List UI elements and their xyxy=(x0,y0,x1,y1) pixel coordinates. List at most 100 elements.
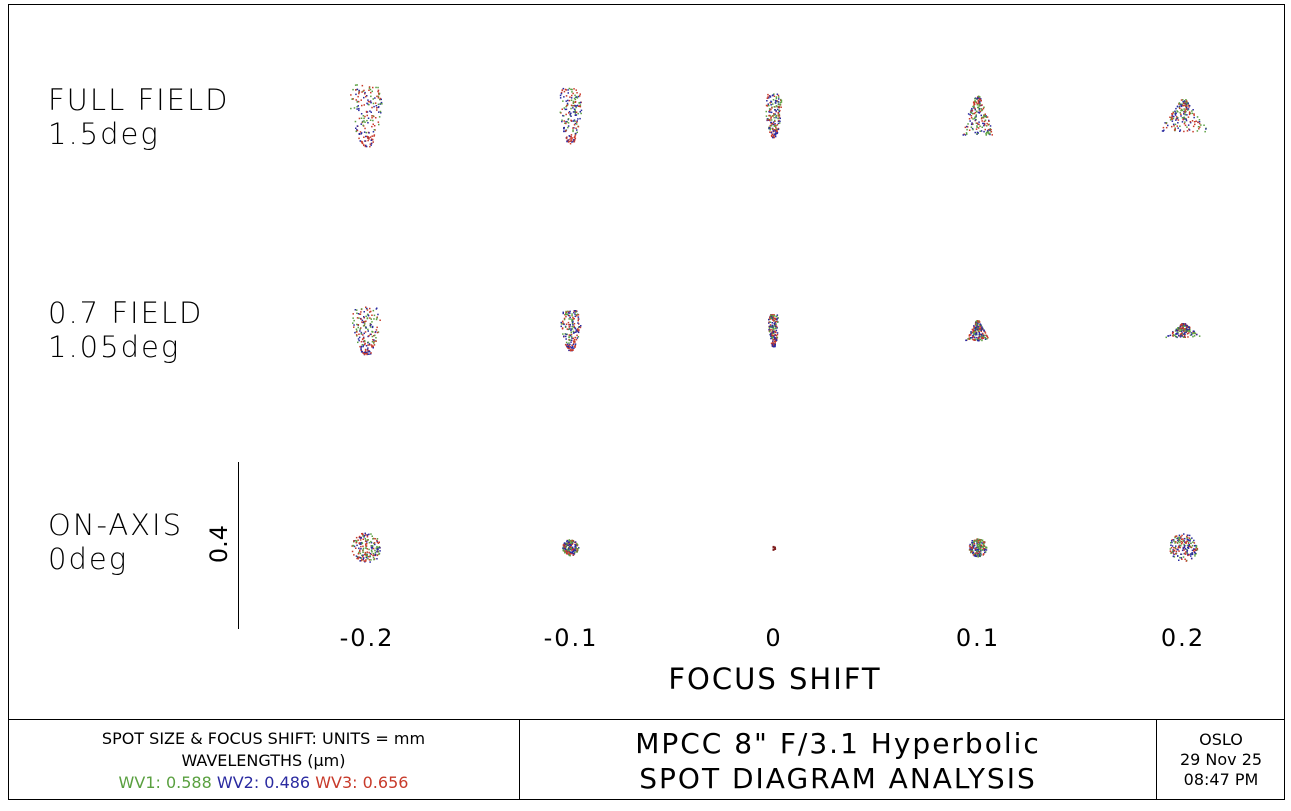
spot-point xyxy=(778,109,780,111)
spot-point xyxy=(1184,113,1186,116)
spot-point xyxy=(1184,537,1186,540)
spot-point xyxy=(1171,115,1173,117)
spot-point xyxy=(569,539,572,542)
spot-point xyxy=(1199,126,1201,128)
spot-point xyxy=(569,347,571,349)
spot-point xyxy=(368,86,371,88)
spot-point xyxy=(775,125,777,127)
spot-point xyxy=(1173,550,1175,553)
spot-point xyxy=(574,114,577,116)
spot-point xyxy=(358,109,360,112)
spot-point xyxy=(356,312,358,314)
spot-point xyxy=(1179,546,1181,549)
title-cell: MPCC 8" F/3.1 Hyperbolic SPOT DIAGRAM AN… xyxy=(520,720,1157,800)
spot-point xyxy=(380,112,382,114)
spot-point xyxy=(359,328,361,330)
spot-point xyxy=(352,322,354,324)
spot-point xyxy=(1185,118,1187,121)
spot-point xyxy=(573,323,576,325)
spot-point xyxy=(370,546,373,549)
spot-point xyxy=(563,120,565,122)
spot-point xyxy=(973,326,975,328)
spot-point xyxy=(972,554,975,556)
spot-point xyxy=(574,98,577,101)
spot-point xyxy=(578,323,580,325)
spot-point xyxy=(565,341,568,344)
spot-point xyxy=(579,95,581,97)
spot-point xyxy=(571,546,574,549)
spot-point xyxy=(375,340,377,342)
spot-point xyxy=(367,100,370,103)
spot-point xyxy=(353,324,355,326)
spot-point xyxy=(1175,119,1177,121)
spot-point xyxy=(568,345,571,347)
spot-point xyxy=(356,84,358,86)
spot-point xyxy=(971,541,974,544)
spot-point xyxy=(573,342,575,344)
spot-point xyxy=(364,342,366,345)
spot-point xyxy=(357,338,360,340)
spot-point xyxy=(355,539,357,542)
spot-point xyxy=(968,129,971,131)
spot-point xyxy=(560,321,562,324)
spot-point xyxy=(574,549,577,552)
spot-point xyxy=(1194,332,1197,335)
spot-point xyxy=(366,536,369,538)
spot-point xyxy=(570,134,573,136)
spot-point xyxy=(774,125,776,127)
spot-point xyxy=(571,347,573,349)
spot-point xyxy=(568,334,570,336)
spot-point xyxy=(357,105,359,107)
spot-point xyxy=(776,317,778,320)
spot-point xyxy=(969,546,972,548)
spot-point xyxy=(363,131,366,133)
spot-point xyxy=(1182,99,1184,101)
spot-point xyxy=(977,95,980,98)
spot-point xyxy=(1183,122,1186,125)
spot-point xyxy=(1180,329,1183,331)
spot-point xyxy=(1179,130,1181,132)
spot-point xyxy=(965,339,968,341)
spot-point xyxy=(575,310,578,312)
spot-point xyxy=(981,339,983,342)
spot-point xyxy=(770,342,773,345)
spot-point xyxy=(360,542,363,545)
spot-point xyxy=(774,134,777,136)
spot-point xyxy=(974,107,976,110)
spot-point xyxy=(360,545,362,548)
spot-point xyxy=(361,559,363,561)
spot-point xyxy=(979,96,981,98)
spot-point xyxy=(1195,545,1198,547)
spot-point xyxy=(983,124,985,127)
spot-point xyxy=(568,328,570,330)
spot-point xyxy=(777,101,780,103)
spot-point xyxy=(769,115,771,117)
spot-point xyxy=(574,137,577,139)
spot-point xyxy=(775,126,777,129)
spot-point xyxy=(1177,333,1179,335)
spot-point xyxy=(357,341,359,344)
spot-point xyxy=(1183,330,1185,333)
spot-point xyxy=(1182,104,1185,107)
spot-point xyxy=(369,101,371,103)
spot-point xyxy=(1165,126,1168,129)
spot-point xyxy=(777,317,779,319)
spot-point xyxy=(568,314,571,317)
spot-point xyxy=(568,135,570,137)
spot-point xyxy=(975,331,978,334)
spot-point xyxy=(981,120,983,122)
spot-point xyxy=(364,560,367,562)
spot-point xyxy=(576,104,579,107)
spot-point xyxy=(577,322,579,324)
spot-point xyxy=(567,310,569,313)
spot-point xyxy=(978,102,980,105)
spot-point xyxy=(376,548,378,551)
spot-point xyxy=(1191,549,1194,552)
spot-point xyxy=(977,329,979,332)
spot-point xyxy=(365,326,367,329)
spot-point xyxy=(1188,111,1191,113)
spot-point xyxy=(1177,539,1179,542)
spot-point xyxy=(360,318,362,320)
x-tick: -0.1 xyxy=(543,624,599,652)
x-tick: -0.2 xyxy=(339,624,395,652)
